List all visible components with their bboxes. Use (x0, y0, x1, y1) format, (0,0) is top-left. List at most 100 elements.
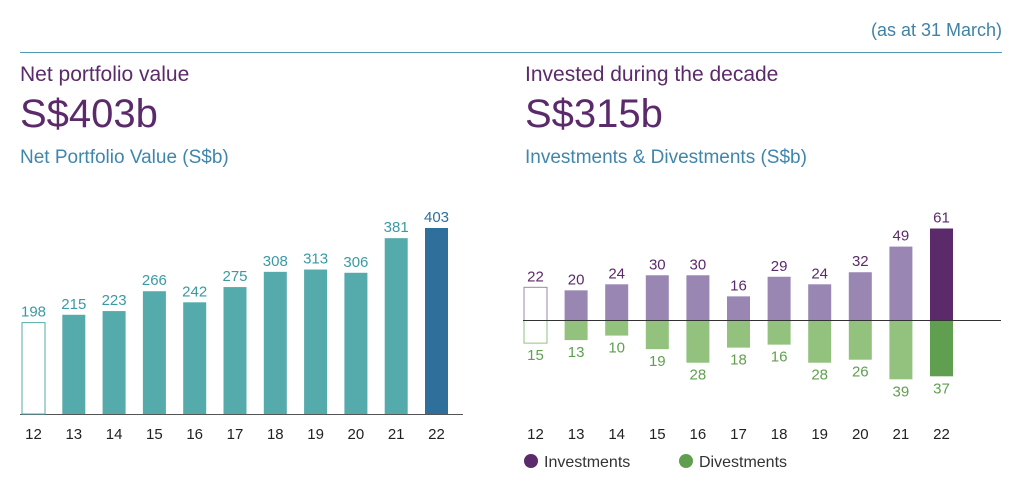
npv-value-label-21: 381 (384, 219, 409, 236)
left-panel-header: Net portfolio value S$403b Net Portfolio… (20, 62, 229, 170)
npv-bar-14 (102, 311, 126, 414)
investment-bar-12 (523, 286, 548, 321)
divestment-value-label-13: 13 (568, 344, 585, 361)
npv-value-label-12: 198 (21, 304, 46, 321)
npv-bar-16 (183, 302, 207, 414)
investment-bar-15 (645, 275, 669, 321)
divestment-bar-12 (523, 320, 548, 344)
npv-value-label-14: 223 (102, 292, 127, 309)
investment-bar-14 (605, 284, 629, 321)
legend-divestments-marker (679, 454, 693, 468)
divestment-bar-14 (605, 320, 629, 336)
investment-bar-21 (889, 246, 913, 321)
legend-divestments-label: Divestments (699, 454, 787, 471)
npv-x-tick-17: 17 (227, 426, 244, 443)
as-at-date-note: (as at 31 March) (870, 20, 1002, 40)
investment-value-label-16: 30 (690, 256, 707, 273)
npv-x-tick-21: 21 (388, 426, 405, 443)
invest-x-tick-12: 12 (527, 426, 544, 443)
investment-value-label-15: 30 (649, 256, 666, 273)
invest-x-tick-20: 20 (852, 426, 869, 443)
divestment-value-label-12: 15 (527, 347, 544, 364)
right-panel-header: Invested during the decade S$315b Invest… (525, 62, 807, 170)
divestment-bar-13 (564, 320, 588, 341)
npv-value-label-18: 308 (263, 253, 288, 270)
npv-x-tick-13: 13 (65, 426, 82, 443)
npv-bar-13 (62, 314, 86, 414)
right-kicker: Invested during the decade (525, 63, 779, 86)
right-headline-value: S$315b (525, 92, 663, 136)
investment-bar-19 (808, 284, 832, 321)
divestment-value-label-20: 26 (852, 364, 869, 381)
header-rule (20, 52, 1002, 53)
invest-x-tick-22: 22 (933, 426, 950, 443)
divestment-value-label-17: 18 (730, 352, 747, 369)
left-kicker: Net portfolio value (20, 63, 190, 86)
npv-bar-20 (344, 272, 368, 414)
investment-value-label-18: 29 (771, 258, 788, 275)
npv-x-tick-12: 12 (25, 426, 42, 443)
divestment-value-label-22: 37 (933, 380, 950, 397)
npv-x-tick-18: 18 (267, 426, 284, 443)
investment-value-label-21: 49 (893, 228, 910, 245)
npv-x-tick-19: 19 (307, 426, 324, 443)
divestment-value-label-14: 10 (608, 340, 625, 357)
invest-x-tick-16: 16 (690, 426, 707, 443)
npv-value-label-15: 266 (142, 272, 167, 289)
npv-bar-17 (223, 287, 247, 414)
npv-bar-15 (142, 291, 166, 414)
npv-bar-22 (425, 228, 448, 414)
divestment-bar-22 (930, 320, 953, 377)
invest-x-tick-15: 15 (649, 426, 666, 443)
investment-bar-17 (727, 296, 750, 321)
invest-x-tick-19: 19 (811, 426, 828, 443)
divestment-bar-20 (848, 320, 872, 360)
divestment-bar-16 (686, 320, 710, 363)
right-chart-title: Investments & Divestments (S$b) (525, 147, 807, 168)
npv-value-label-16: 242 (182, 283, 207, 300)
divestment-bar-21 (889, 320, 913, 380)
npv-x-tick-14: 14 (106, 426, 123, 443)
npv-bar-21 (384, 238, 408, 414)
investment-value-label-12: 22 (527, 268, 544, 285)
invest-x-tick-21: 21 (893, 426, 910, 443)
divestment-bar-17 (727, 320, 750, 348)
investment-bar-13 (564, 290, 588, 321)
divestment-value-label-21: 39 (893, 383, 910, 400)
investment-value-label-13: 20 (568, 271, 585, 288)
divestment-bar-19 (808, 320, 832, 363)
npv-value-label-17: 275 (222, 268, 247, 285)
invest-x-tick-18: 18 (771, 426, 788, 443)
legend-investments-label: Investments (544, 454, 630, 471)
npv-bar-19 (304, 269, 328, 414)
investment-value-label-22: 61 (933, 210, 950, 227)
npv-x-tick-16: 16 (186, 426, 203, 443)
npv-x-tick-20: 20 (348, 426, 365, 443)
investment-bar-16 (686, 275, 710, 321)
divestment-value-label-16: 28 (690, 367, 707, 384)
npv-value-label-13: 215 (61, 296, 86, 313)
npv-value-label-19: 313 (303, 251, 328, 268)
npv-x-tick-22: 22 (428, 426, 445, 443)
investment-value-label-14: 24 (608, 265, 625, 282)
left-headline-value: S$403b (20, 92, 158, 136)
npv-x-tick-15: 15 (146, 426, 163, 443)
npv-value-label-20: 306 (343, 254, 368, 271)
investment-value-label-20: 32 (852, 253, 869, 270)
investment-value-label-19: 24 (811, 265, 828, 282)
divestment-bar-15 (645, 320, 669, 350)
invest-x-tick-14: 14 (608, 426, 625, 443)
divestment-bar-18 (767, 320, 791, 345)
legend-investments-marker (524, 454, 538, 468)
divestment-value-label-18: 16 (771, 349, 788, 366)
investment-bar-18 (767, 276, 791, 321)
npv-bar-18 (263, 271, 287, 414)
investment-value-label-17: 16 (730, 277, 747, 294)
npv-value-label-22: 403 (424, 209, 449, 226)
investment-bar-20 (848, 272, 872, 321)
left-chart-title: Net Portfolio Value (S$b) (20, 147, 229, 168)
npv-bar-12 (21, 322, 46, 415)
investment-bar-22 (930, 228, 953, 321)
invest-x-tick-13: 13 (568, 426, 585, 443)
